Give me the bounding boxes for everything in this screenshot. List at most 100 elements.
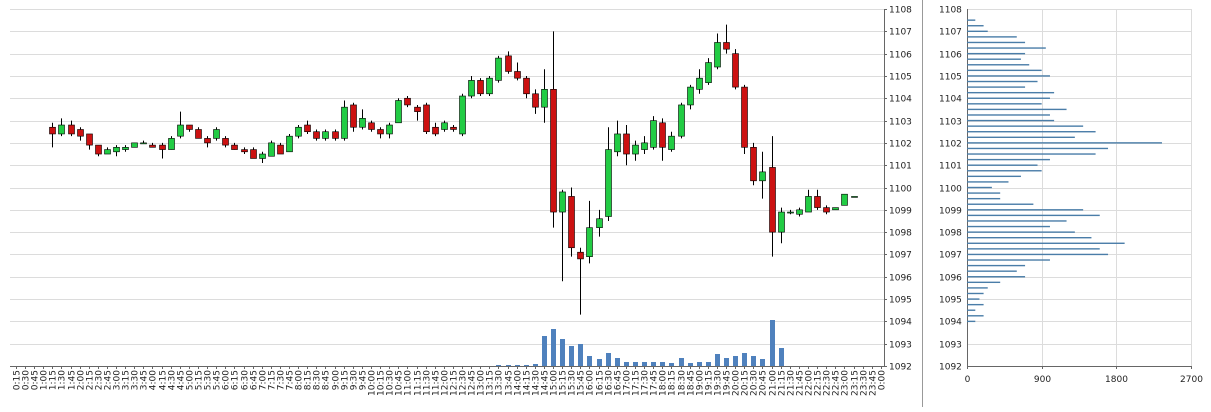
candle-body — [286, 135, 293, 153]
candle-body — [586, 227, 593, 257]
x-tick-label: 13:00 — [477, 370, 487, 396]
candle-body — [104, 149, 111, 155]
profile-bar — [967, 58, 1021, 60]
x-tick-label: 2:30 — [95, 370, 105, 390]
candle-body — [195, 129, 202, 139]
profile-bar — [967, 19, 976, 21]
candle-body — [49, 126, 56, 135]
x-tick-label: 20:30 — [750, 370, 760, 396]
x-tick-label: 10:45 — [395, 370, 405, 396]
x-tick-label: 6:00 — [222, 370, 232, 390]
profile-bar — [967, 80, 1038, 83]
profile-bar — [967, 25, 984, 27]
x-tick-label: 2700 — [1180, 375, 1203, 385]
candle-body — [805, 196, 812, 213]
x-tick-label: 23:00 — [841, 370, 851, 396]
x-tick-label: 12:30 — [459, 370, 469, 396]
x-tick-label: 12:15 — [450, 370, 460, 396]
x-tick-label: 15:15 — [559, 370, 569, 396]
y-tick-label: 1100 — [889, 185, 912, 195]
candle-body — [668, 135, 675, 150]
x-tick-label: 10:15 — [377, 370, 387, 396]
candle-body — [705, 62, 712, 83]
candle-body — [359, 118, 366, 128]
candle-body — [68, 124, 75, 135]
y-tick-label: 1104 — [889, 95, 912, 105]
y-tick-label: 1102 — [939, 140, 962, 150]
candle-body — [759, 171, 766, 182]
x-tick-label: 17:00 — [623, 370, 633, 396]
candle-body — [140, 142, 147, 145]
volume-bar — [651, 362, 656, 366]
volume-bar — [760, 359, 765, 366]
x-tick-label: 8:45 — [322, 370, 332, 390]
candle-body — [659, 122, 666, 148]
candle-body — [723, 42, 730, 50]
candle-body — [241, 149, 248, 153]
profile-bar — [967, 147, 1109, 150]
x-tick-label: 19:30 — [714, 370, 724, 396]
x-tick-label: 8:00 — [295, 370, 305, 390]
profile-bar — [967, 253, 1109, 256]
candle-body — [295, 126, 302, 137]
candle-body — [486, 77, 493, 95]
candle-body — [186, 124, 193, 130]
candle-body — [277, 144, 284, 155]
candle-body — [750, 147, 757, 182]
profile-bar — [967, 315, 984, 317]
volume-bar — [688, 363, 693, 366]
x-tick-label: 0:45 — [31, 370, 41, 390]
x-tick-label: 14:15 — [523, 370, 533, 396]
x-tick-label: 18:15 — [668, 370, 678, 396]
volume-bar — [560, 339, 565, 366]
candle-body — [696, 77, 703, 90]
x-tick-label: 6:30 — [241, 370, 251, 390]
profile-bar — [967, 264, 1026, 267]
candle-body — [568, 196, 575, 249]
candle-body — [404, 97, 411, 106]
x-tick-label: 21:30 — [787, 370, 797, 396]
y-tick-label: 1094 — [889, 318, 912, 328]
x-tick-label: 10:30 — [386, 370, 396, 396]
candle-body — [632, 144, 639, 155]
profile-bar — [967, 64, 1030, 66]
y-tick-label: 1105 — [889, 73, 912, 83]
candle-body — [77, 129, 84, 137]
candle-body — [149, 144, 156, 148]
profile-bar — [967, 192, 1001, 194]
profile-bar — [967, 52, 1026, 55]
y-tick-label: 1096 — [939, 274, 962, 284]
profile-bar — [967, 103, 1042, 105]
profile-bar — [967, 114, 1050, 116]
x-tick-label: 2:15 — [86, 370, 96, 390]
profile-bar — [967, 30, 988, 33]
volume-bar — [724, 358, 729, 366]
x-tick-label: 1:00 — [40, 370, 50, 390]
profile-bar — [967, 320, 976, 323]
x-tick-label: 21:15 — [778, 370, 788, 396]
y-tick-label: 1099 — [939, 207, 962, 217]
x-tick-label: 15:00 — [550, 370, 560, 396]
candle-body — [477, 80, 484, 95]
y-tick-label: 1098 — [889, 229, 912, 239]
x-tick-label: 20:45 — [759, 370, 769, 396]
candle-body — [605, 149, 612, 217]
profile-bar — [967, 220, 1067, 222]
x-tick-label: 16:45 — [614, 370, 624, 396]
x-tick-label: 21:45 — [796, 370, 806, 396]
volume-bar — [506, 365, 511, 366]
profile-bar — [967, 86, 1026, 88]
profile-bar — [967, 75, 1050, 77]
volume-bar — [496, 365, 501, 366]
x-tick-label: 12:45 — [468, 370, 478, 396]
candle-body — [177, 124, 184, 137]
y-tick-label: 1095 — [889, 296, 912, 306]
candle-body — [495, 57, 502, 81]
x-tick-label: 8:30 — [313, 370, 323, 390]
candle-body — [122, 147, 129, 150]
x-tick-label: 5:30 — [204, 370, 214, 390]
x-tick-label: 22:30 — [823, 370, 833, 396]
x-tick-label: 4:45 — [177, 370, 187, 390]
x-tick-label: 4:00 — [149, 370, 159, 390]
x-tick-label: 21:00 — [769, 370, 779, 396]
